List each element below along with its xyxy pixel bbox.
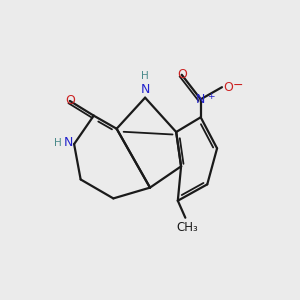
Text: O: O <box>224 81 233 94</box>
Text: O: O <box>177 68 187 81</box>
Text: N: N <box>63 136 73 149</box>
Text: H: H <box>141 71 149 82</box>
Text: N: N <box>196 93 206 106</box>
Text: +: + <box>207 92 215 101</box>
Text: H: H <box>54 138 62 148</box>
Text: −: − <box>233 79 243 92</box>
Text: CH₃: CH₃ <box>176 221 198 234</box>
Text: O: O <box>65 94 75 107</box>
Text: N: N <box>140 83 150 96</box>
